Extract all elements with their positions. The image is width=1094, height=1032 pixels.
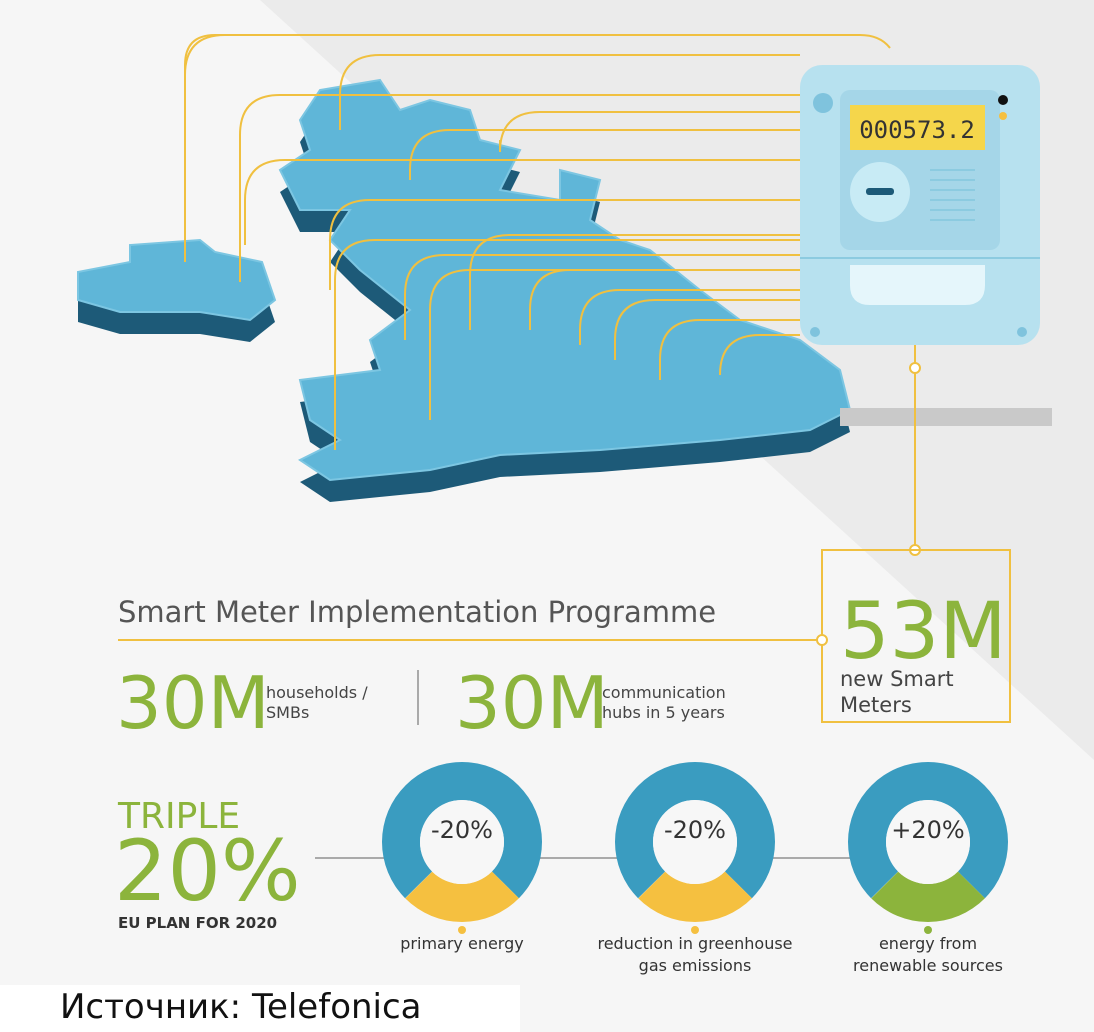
donut-hole [653, 800, 737, 884]
stat-label: SMBs [266, 703, 309, 722]
stat-value: 30M [455, 661, 609, 745]
shadow-strip [840, 408, 1052, 426]
eu-value: 20% [114, 822, 301, 920]
donut-hole [420, 800, 504, 884]
wire [329, 199, 800, 290]
wire [614, 299, 800, 360]
meter-screw [810, 327, 820, 337]
meter-screw [1017, 327, 1027, 337]
wire [404, 254, 800, 340]
source-backdrop [0, 985, 520, 1032]
donut-pin [924, 926, 932, 934]
target-label: renewable sources [853, 956, 1003, 975]
meter-vents [930, 169, 975, 221]
connector-node [909, 362, 921, 374]
donut-accent [638, 871, 752, 923]
targets: -20% primary energy -20% reduction in green… [381, 762, 1009, 975]
eu-caption: EU PLAN FOR 2020 [118, 914, 277, 932]
target-value: +20% [891, 816, 964, 844]
wire [184, 34, 891, 262]
wire [579, 289, 800, 345]
donut-pin [458, 926, 466, 934]
wire [244, 159, 800, 245]
target-value: -20% [431, 816, 493, 844]
wire [469, 234, 800, 330]
target-label: energy from [879, 934, 977, 953]
meter-dot [813, 93, 833, 113]
wire [339, 54, 800, 130]
target-label: primary energy [400, 934, 523, 953]
wire [409, 129, 800, 180]
donut-ring [381, 762, 542, 899]
source: Источник: Telefonica [60, 987, 422, 1027]
meter-knob-slot [866, 188, 894, 195]
wire [334, 239, 800, 450]
donut-ring [615, 762, 775, 899]
stat-label: communication [602, 683, 726, 702]
wire [499, 111, 800, 153]
wire [719, 334, 800, 376]
meter-led [999, 112, 1007, 120]
stat-label: hubs in 5 years [602, 703, 725, 722]
total-label: Meters [840, 693, 912, 717]
meter-reading: 000573.2 [859, 116, 975, 144]
donut-ring [848, 762, 1009, 899]
wire [239, 94, 800, 282]
stat-value: 30M [116, 661, 270, 745]
wire [429, 269, 800, 420]
meter-display [850, 105, 985, 150]
target-label: reduction in greenhouse [597, 934, 792, 953]
meter-slot [850, 265, 985, 305]
eu-headline: TRIPLE [117, 796, 240, 837]
stat-label: households / [266, 683, 368, 702]
donut-accent [405, 871, 519, 922]
target-value: -20% [664, 816, 726, 844]
total-value: 53M [840, 587, 1007, 677]
donut-hole [886, 800, 970, 884]
programme-title: Smart Meter Implementation Programme [118, 595, 716, 629]
target-label: gas emissions [639, 956, 752, 975]
wires [184, 34, 891, 450]
connector-node [816, 634, 828, 646]
donut-accent [871, 871, 985, 922]
wire [659, 319, 800, 380]
meter-led [998, 95, 1008, 105]
donut-pin [691, 926, 699, 934]
total-label: new Smart [840, 667, 954, 691]
